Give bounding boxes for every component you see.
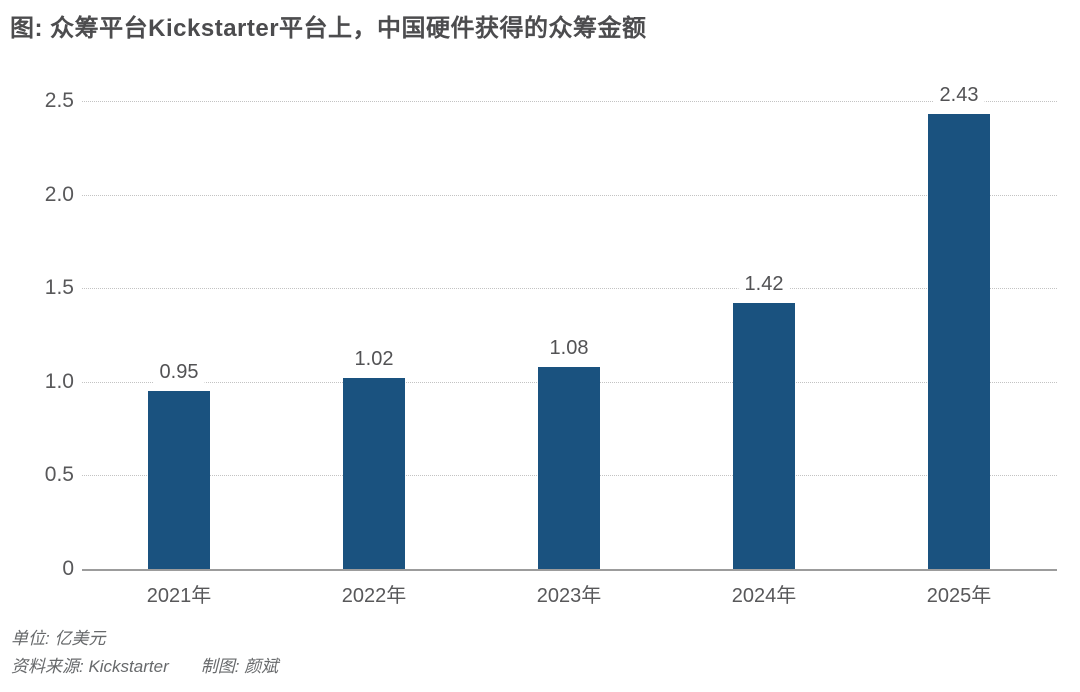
gridline [82,194,1057,196]
chart-title: 图: 众筹平台Kickstarter平台上，中国硬件获得的众筹金额 [10,15,647,42]
bar-value-label: 0.95 [153,361,205,385]
y-axis-tick-label: 2.0 [44,182,74,206]
y-axis-tick-label: 2.5 [44,89,74,112]
bar-value-label: 2.43 [933,84,985,108]
y-axis-tick-label: 1.0 [44,369,74,393]
source-line: 资料来源: Kickstarter 制图: 颜斌 [11,652,278,677]
gridline [82,101,1057,102]
x-axis-tick-label: 2021年 [146,585,212,607]
bar-2022年 [343,378,405,569]
bar-2021年 [148,391,210,569]
x-axis-tick-label: 2025年 [926,585,992,607]
x-axis-tick-label: 2024年 [731,585,797,607]
chart-author: 制图: 颜斌 [200,657,279,676]
bar-value-label: 1.02 [348,348,400,372]
y-axis-tick-label: 0 [62,557,74,580]
bar-value-label: 1.08 [543,336,595,360]
gridline [82,288,1057,290]
bar-2024年 [733,303,795,569]
bar-value-label: 1.42 [738,273,790,297]
bar-2025年 [928,114,990,569]
y-axis-tick-label: 1.5 [44,276,74,300]
x-axis-tick-label: 2022年 [341,585,407,607]
y-axis-tick-label: 0.5 [44,463,74,487]
x-axis-tick-label: 2023年 [536,585,602,607]
unit-note: 单位: 亿美元 [11,629,106,648]
x-axis-line [82,569,1057,571]
data-source: 资料来源: Kickstarter [11,657,169,676]
bar-2023年 [538,366,600,569]
